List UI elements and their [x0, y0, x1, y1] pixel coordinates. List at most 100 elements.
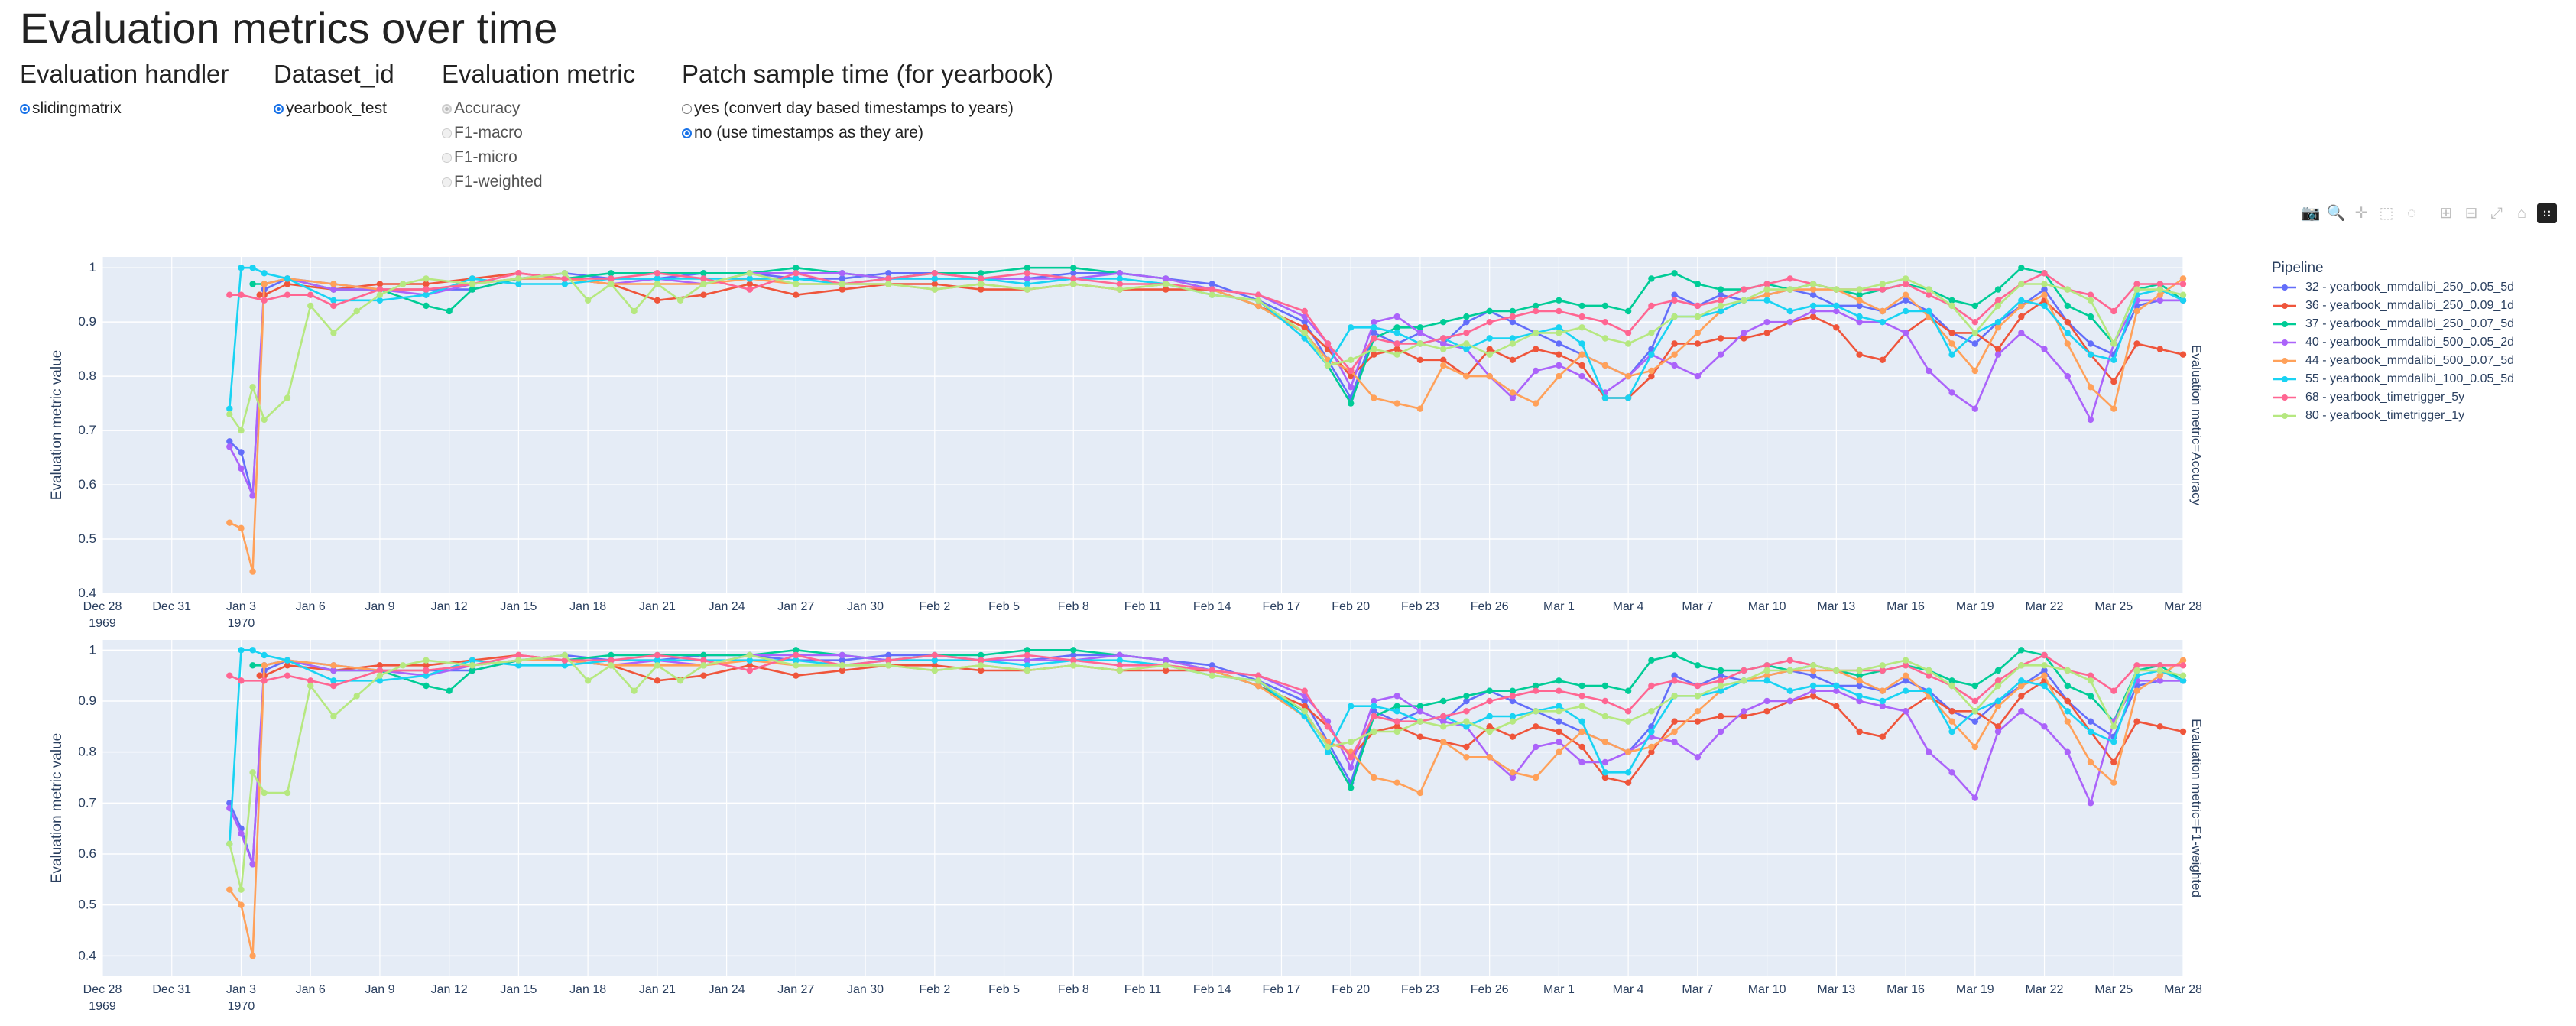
dataset-id-option[interactable]: yearbook_test — [274, 96, 394, 121]
x-tick-label: Mar 19 — [1956, 600, 1994, 613]
data-point — [1786, 687, 1793, 694]
legend-item[interactable]: 55 - yearbook_mmdalibi_100_0.05_5d — [2272, 371, 2514, 388]
data-point — [330, 682, 337, 690]
data-point — [1463, 372, 1470, 380]
plotly-logo-icon[interactable]: ∷ — [2537, 203, 2557, 223]
data-point — [1694, 708, 1702, 715]
data-point — [2133, 662, 2140, 669]
data-point — [1671, 672, 1678, 679]
y-tick-label: 0.6 — [78, 846, 96, 861]
radio-button[interactable] — [682, 128, 692, 138]
data-point — [376, 291, 384, 298]
data-point — [226, 411, 233, 417]
y-tick-label: 0.8 — [78, 745, 96, 759]
x-tick-label: Mar 16 — [1887, 600, 1925, 613]
legend-item[interactable]: 44 - yearbook_mmdalibi_500_0.07_5d — [2272, 352, 2514, 369]
evaluation-handler-option[interactable]: slidingmatrix — [20, 96, 229, 121]
data-point — [1116, 657, 1124, 664]
legend-item[interactable]: 40 - yearbook_mmdalibi_500_0.05_2d — [2272, 334, 2514, 351]
radio-button[interactable] — [274, 103, 284, 114]
legend-item[interactable]: 36 - yearbook_mmdalibi_250_0.09_1d — [2272, 297, 2514, 314]
evaluation-metric-option: F1-weighted — [442, 170, 635, 194]
data-point — [1717, 677, 1724, 684]
data-point — [1486, 754, 1493, 761]
data-point — [2041, 281, 2048, 287]
pan-icon[interactable]: ✛ — [2354, 205, 2368, 222]
zoom-out-icon[interactable]: ⊟ — [2464, 205, 2478, 222]
data-point — [1070, 265, 1077, 271]
data-point — [1070, 275, 1077, 282]
data-point — [2018, 682, 2025, 690]
data-point — [1971, 682, 1978, 690]
data-point — [469, 281, 476, 287]
data-point — [1070, 657, 1077, 664]
data-point — [1486, 351, 1493, 358]
autoscale-icon[interactable]: ⤢ — [2490, 205, 2503, 222]
data-point — [1671, 728, 1678, 735]
box-select-icon[interactable]: ⬚ — [2379, 205, 2394, 222]
x-tick-label: Mar 28 — [2164, 983, 2202, 996]
data-point — [2179, 351, 2187, 358]
data-point — [2064, 286, 2071, 293]
data-point — [2018, 302, 2025, 310]
radio-button[interactable] — [20, 103, 30, 114]
data-point — [256, 672, 263, 679]
lasso-icon[interactable]: ◌ — [2407, 205, 2416, 222]
data-point — [1463, 708, 1470, 715]
data-point — [1393, 313, 1400, 320]
data-point — [1486, 728, 1493, 735]
radio-button[interactable] — [682, 103, 692, 114]
data-point — [376, 672, 384, 679]
data-point — [2041, 302, 2048, 310]
data-point — [1509, 693, 1517, 700]
legend-item[interactable]: 37 - yearbook_mmdalibi_250_0.07_5d — [2272, 316, 2514, 333]
data-point — [2041, 672, 2048, 679]
camera-icon[interactable]: 📷 — [2301, 205, 2321, 222]
data-point — [978, 657, 985, 664]
data-point — [238, 647, 245, 654]
data-point — [1509, 340, 1517, 347]
data-point — [1348, 324, 1355, 331]
data-point — [2064, 667, 2071, 674]
data-point — [1948, 302, 1955, 310]
data-point — [1416, 356, 1424, 363]
data-point — [2087, 728, 2094, 735]
data-point — [515, 275, 522, 282]
data-point — [1624, 394, 1632, 401]
data-point — [1879, 662, 1886, 669]
patch-sample-time-option[interactable]: no (use timestamps as they are) — [682, 121, 1053, 145]
data-point — [1463, 754, 1470, 761]
data-point — [2018, 313, 2025, 320]
data-point — [261, 651, 268, 659]
data-point — [1393, 708, 1400, 715]
data-point — [1393, 346, 1400, 352]
data-point — [700, 275, 707, 282]
home-icon[interactable]: ⌂ — [2516, 205, 2527, 222]
data-point — [515, 657, 522, 664]
data-point — [2179, 297, 2187, 304]
data-point — [561, 651, 569, 659]
legend-item[interactable]: 80 - yearbook_timetrigger_1y — [2272, 407, 2464, 424]
data-point — [2064, 718, 2071, 725]
legend-item[interactable]: 68 - yearbook_timetrigger_5y — [2272, 389, 2464, 406]
data-point — [1556, 677, 1562, 684]
data-point — [2041, 667, 2048, 674]
data-point — [226, 438, 233, 445]
data-point — [1463, 693, 1470, 700]
data-point — [1948, 340, 1955, 347]
data-point — [1601, 302, 1609, 310]
x-tick-label: Jan 6 — [296, 600, 326, 613]
x-tick-label: Feb 11 — [1124, 983, 1162, 996]
data-point — [1809, 662, 1817, 669]
legend-item[interactable]: 32 - yearbook_mmdalibi_250_0.05_5d — [2272, 279, 2514, 296]
data-point — [1324, 340, 1332, 347]
data-point — [1809, 307, 1817, 315]
data-point — [931, 270, 939, 277]
data-point — [1694, 340, 1702, 347]
data-point — [608, 662, 615, 669]
patch-sample-time-option[interactable]: yes (convert day based timestamps to yea… — [682, 96, 1053, 121]
data-point — [2179, 662, 2187, 669]
zoom-in-icon[interactable]: ⊞ — [2439, 205, 2453, 222]
zoom-icon[interactable]: 🔍 — [2326, 205, 2346, 222]
data-point — [1786, 319, 1793, 326]
